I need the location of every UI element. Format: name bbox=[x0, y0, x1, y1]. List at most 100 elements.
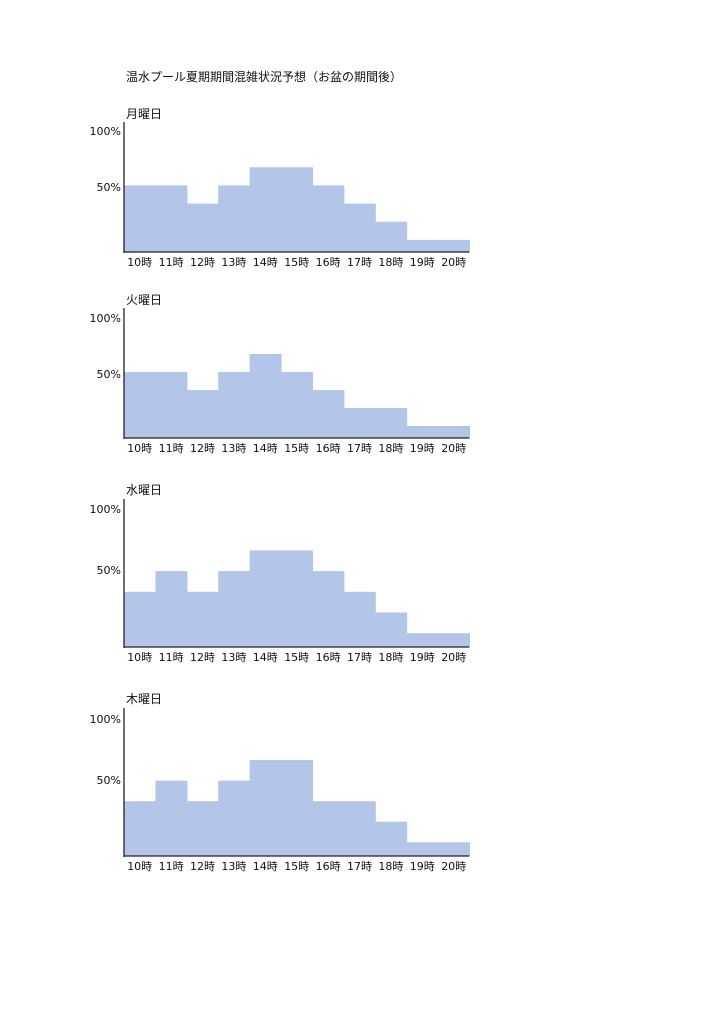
tuesday-xtick-label: 15時 bbox=[284, 442, 309, 455]
page-title: 温水プール夏期期間混雑状況予想（お盆の期間後） bbox=[126, 70, 403, 84]
thursday-xtick-label: 19時 bbox=[410, 860, 435, 873]
wednesday-bar-10 bbox=[406, 633, 439, 647]
tuesday-bar-1 bbox=[124, 372, 156, 438]
tuesday-xtick-label: 12時 bbox=[190, 442, 215, 455]
thursday-xtick-label: 18時 bbox=[378, 860, 403, 873]
thursday-bar-10 bbox=[406, 842, 439, 856]
monday-xtick-label: 16時 bbox=[316, 256, 341, 269]
thursday-bar-2 bbox=[155, 780, 188, 856]
thursday-xtick-label: 10時 bbox=[127, 860, 152, 873]
tuesday-bar-10 bbox=[406, 426, 439, 438]
wednesday-xtick-label: 16時 bbox=[316, 651, 341, 664]
tuesday-bar-8 bbox=[343, 408, 376, 438]
tuesday-bar-4 bbox=[218, 372, 251, 438]
thursday-ytick-label: 100% bbox=[90, 713, 121, 726]
tuesday-bar-2 bbox=[155, 372, 188, 438]
thursday-xtick-label: 12時 bbox=[190, 860, 215, 873]
tuesday-xtick-label: 16時 bbox=[316, 442, 341, 455]
thursday-bar-11 bbox=[438, 842, 470, 856]
monday-xtick-label: 11時 bbox=[159, 256, 184, 269]
monday-xtick-label: 15時 bbox=[284, 256, 309, 269]
wednesday-ytick-label: 100% bbox=[90, 503, 121, 516]
monday-bar-1 bbox=[124, 185, 156, 252]
wednesday-bar-2 bbox=[155, 571, 188, 647]
wednesday-bar-4 bbox=[218, 571, 251, 647]
chart-title-wednesday: 水曜日 bbox=[126, 483, 163, 497]
thursday-bar-1 bbox=[124, 801, 156, 856]
wednesday-xtick-label: 19時 bbox=[410, 651, 435, 664]
monday-xtick-label: 12時 bbox=[190, 256, 215, 269]
wednesday-bar-7 bbox=[312, 571, 345, 647]
wednesday-xtick-label: 11時 bbox=[159, 651, 184, 664]
monday-ytick-label: 100% bbox=[90, 125, 121, 138]
monday-xtick-label: 18時 bbox=[378, 256, 403, 269]
tuesday-xtick-label: 20時 bbox=[441, 442, 466, 455]
monday-bar-8 bbox=[343, 203, 376, 252]
tuesday-ytick-label: 100% bbox=[90, 312, 121, 325]
monday-xtick-label: 13時 bbox=[221, 256, 246, 269]
wednesday-ytick-label: 50% bbox=[97, 564, 121, 577]
thursday-bar-3 bbox=[186, 801, 219, 856]
wednesday-bar-5 bbox=[249, 550, 282, 647]
wednesday-bar-3 bbox=[186, 591, 219, 647]
tuesday-bar-9 bbox=[375, 408, 408, 438]
tuesday-xtick-label: 10時 bbox=[127, 442, 152, 455]
wednesday-bar-6 bbox=[281, 550, 313, 647]
thursday-ytick-label: 50% bbox=[97, 774, 121, 787]
thursday-bar-6 bbox=[281, 760, 313, 856]
monday-bar-7 bbox=[312, 185, 345, 252]
chart-title-monday: 月曜日 bbox=[126, 107, 163, 121]
wednesday-xtick-label: 20時 bbox=[441, 651, 466, 664]
thursday-bar-7 bbox=[312, 801, 345, 856]
wednesday-bar-8 bbox=[343, 591, 376, 647]
monday-xtick-label: 17時 bbox=[347, 256, 372, 269]
monday-bar-10 bbox=[406, 239, 439, 252]
thursday-bar-4 bbox=[218, 780, 251, 856]
thursday-bar-5 bbox=[249, 760, 282, 856]
wednesday-bar-9 bbox=[375, 612, 408, 647]
monday-xtick-label: 10時 bbox=[127, 256, 152, 269]
monday-bar-4 bbox=[218, 185, 251, 252]
thursday-xtick-label: 13時 bbox=[221, 860, 246, 873]
monday-bar-6 bbox=[281, 167, 313, 252]
chart-title-tuesday: 火曜日 bbox=[126, 293, 163, 307]
wednesday-xtick-label: 14時 bbox=[253, 651, 278, 664]
tuesday-xtick-label: 11時 bbox=[159, 442, 184, 455]
tuesday-bar-3 bbox=[186, 390, 219, 438]
thursday-xtick-label: 11時 bbox=[159, 860, 184, 873]
monday-bar-2 bbox=[155, 185, 188, 252]
tuesday-xtick-label: 18時 bbox=[378, 442, 403, 455]
monday-bar-11 bbox=[438, 239, 470, 252]
monday-xtick-label: 14時 bbox=[253, 256, 278, 269]
wednesday-xtick-label: 12時 bbox=[190, 651, 215, 664]
monday-bar-9 bbox=[375, 221, 408, 252]
monday-ytick-label: 50% bbox=[97, 181, 121, 194]
monday-bar-3 bbox=[186, 203, 219, 252]
tuesday-bar-6 bbox=[281, 372, 313, 438]
wednesday-bar-1 bbox=[124, 591, 156, 647]
wednesday-xtick-label: 17時 bbox=[347, 651, 372, 664]
tuesday-xtick-label: 19時 bbox=[410, 442, 435, 455]
tuesday-ytick-label: 50% bbox=[97, 368, 121, 381]
thursday-xtick-label: 15時 bbox=[284, 860, 309, 873]
wednesday-bar-11 bbox=[438, 633, 470, 647]
tuesday-bar-11 bbox=[438, 426, 470, 438]
tuesday-xtick-label: 14時 bbox=[253, 442, 278, 455]
monday-xtick-label: 19時 bbox=[410, 256, 435, 269]
thursday-xtick-label: 16時 bbox=[316, 860, 341, 873]
tuesday-bar-5 bbox=[249, 354, 282, 438]
thursday-bar-9 bbox=[375, 821, 408, 856]
thursday-bar-8 bbox=[343, 801, 376, 856]
tuesday-xtick-label: 17時 bbox=[347, 442, 372, 455]
chart-title-thursday: 木曜日 bbox=[126, 692, 163, 706]
monday-xtick-label: 20時 bbox=[441, 256, 466, 269]
wednesday-xtick-label: 10時 bbox=[127, 651, 152, 664]
wednesday-xtick-label: 18時 bbox=[378, 651, 403, 664]
wednesday-xtick-label: 15時 bbox=[284, 651, 309, 664]
thursday-xtick-label: 14時 bbox=[253, 860, 278, 873]
tuesday-xtick-label: 13時 bbox=[221, 442, 246, 455]
wednesday-xtick-label: 13時 bbox=[221, 651, 246, 664]
tuesday-bar-7 bbox=[312, 390, 345, 438]
thursday-xtick-label: 20時 bbox=[441, 860, 466, 873]
